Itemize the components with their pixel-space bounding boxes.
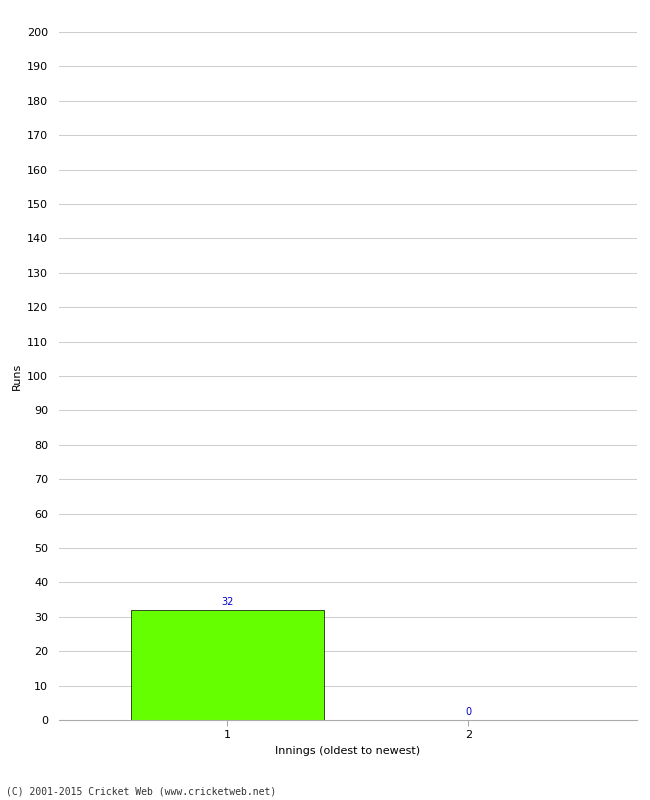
Y-axis label: Runs: Runs: [12, 362, 21, 390]
Text: 0: 0: [465, 707, 471, 718]
Text: (C) 2001-2015 Cricket Web (www.cricketweb.net): (C) 2001-2015 Cricket Web (www.cricketwe…: [6, 786, 277, 796]
Bar: [131, 610, 324, 720]
X-axis label: Innings (oldest to newest): Innings (oldest to newest): [275, 746, 421, 756]
Text: 32: 32: [221, 597, 233, 607]
